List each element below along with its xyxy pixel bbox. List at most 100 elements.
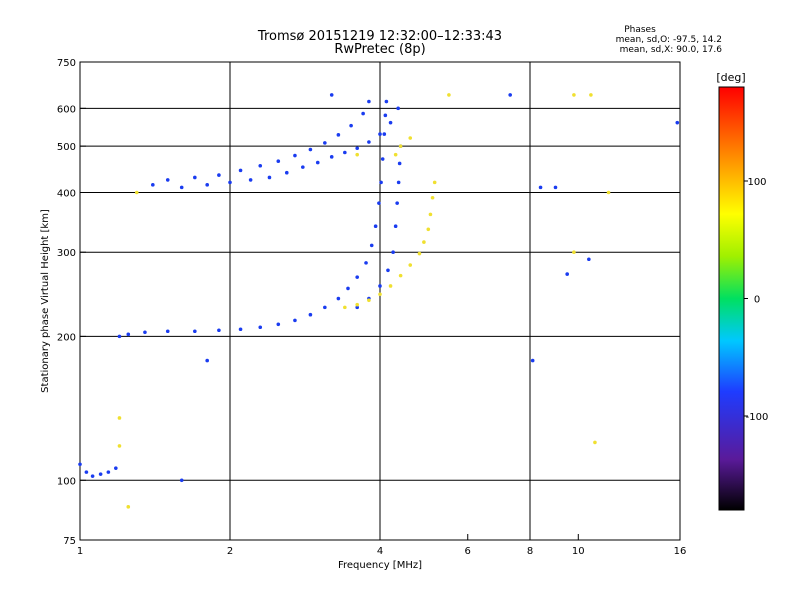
data-point-O: [143, 330, 147, 335]
data-point-X: [572, 250, 576, 255]
data-point-O: [346, 286, 350, 291]
data-point-X: [355, 152, 359, 157]
data-point-X: [408, 136, 413, 140]
data-point-O: [126, 332, 131, 337]
data-point-O: [675, 120, 680, 125]
x-tick-label: 2: [227, 546, 233, 557]
x-axis-ticks: 1 2 4 6 8 10 16: [77, 534, 687, 557]
data-point-O: [84, 470, 89, 474]
data-point-X: [117, 416, 122, 420]
colorbar-label: [deg]: [716, 71, 745, 84]
colorbar-tick-label: -100: [746, 412, 769, 423]
y-tick-label: 100: [57, 476, 76, 487]
data-point-O: [267, 175, 272, 180]
data-point-O: [179, 185, 184, 190]
data-point-O: [396, 106, 400, 111]
data-point-O: [369, 243, 374, 248]
y-axis-label: Stationary phase Virtual Height [km]: [40, 209, 51, 393]
data-point-O: [367, 140, 371, 144]
data-point-X: [343, 305, 347, 310]
data-point-O: [343, 150, 347, 155]
x-tick-label: 4: [377, 546, 383, 557]
data-points: [78, 93, 680, 509]
x-tick-label: 8: [527, 546, 533, 557]
data-point-O: [355, 146, 359, 151]
data-point-O: [301, 165, 305, 169]
x-tick-label: 6: [465, 546, 471, 557]
data-point-O: [205, 358, 209, 363]
y-axis-ticks: 75 100 200 300 400 500 600 750: [57, 58, 86, 547]
data-point-O: [117, 334, 122, 339]
data-point-O: [284, 170, 289, 175]
data-point-X: [126, 505, 131, 509]
data-point-X: [134, 190, 139, 195]
data-point-O: [293, 153, 297, 158]
data-point-X: [422, 240, 426, 244]
data-point-O: [258, 163, 263, 168]
data-point-O: [378, 132, 382, 136]
data-point-X: [428, 212, 433, 217]
data-point-O: [179, 478, 184, 483]
data-point-O: [276, 322, 281, 327]
chart-title: Tromsø 20151219 12:32:00–12:33:43: [257, 29, 502, 44]
data-point-O: [367, 99, 371, 104]
y-tick-label: 75: [63, 536, 76, 547]
data-point-O: [396, 180, 401, 185]
data-point-X: [117, 444, 122, 448]
data-point-O: [355, 305, 359, 310]
x-tick-label: 10: [572, 546, 585, 557]
data-point-O: [587, 257, 591, 262]
data-point-O: [165, 178, 170, 182]
data-point-O: [193, 329, 197, 334]
data-point-X: [430, 195, 435, 200]
data-point-O: [565, 272, 569, 276]
data-point-O: [397, 161, 402, 166]
data-point-O: [388, 120, 393, 125]
data-point-O: [530, 358, 535, 363]
data-point-O: [98, 472, 103, 476]
data-point-X: [393, 152, 398, 157]
data-point-O: [349, 123, 353, 128]
data-point-O: [90, 474, 95, 478]
x-tick-label: 1: [77, 546, 83, 557]
data-point-O: [377, 201, 381, 205]
stats-title: Phases: [624, 25, 656, 35]
data-point-O: [217, 328, 221, 333]
data-point-O: [323, 141, 327, 145]
data-point-O: [336, 133, 341, 137]
data-point-O: [258, 325, 263, 330]
data-point-O: [383, 113, 388, 118]
data-point-O: [308, 147, 313, 152]
data-point-X: [367, 298, 371, 303]
y-tick-label: 400: [57, 188, 76, 199]
data-point-O: [379, 180, 383, 185]
data-point-X: [593, 440, 597, 445]
data-point-X: [572, 93, 576, 97]
data-point-O: [391, 250, 395, 255]
data-point-O: [323, 305, 327, 310]
data-point-X: [432, 180, 437, 185]
data-point-O: [106, 470, 111, 474]
chart-subtitle: RwPretec (8p): [334, 42, 425, 57]
data-point-O: [508, 93, 512, 97]
data-point-O: [384, 99, 389, 104]
data-point-X: [398, 144, 403, 148]
data-point-O: [378, 284, 382, 288]
data-point-O: [238, 327, 243, 332]
data-point-O: [205, 183, 209, 187]
colorbar-tick-label: 100: [747, 177, 766, 188]
data-point-O: [248, 178, 253, 182]
data-point-O: [361, 111, 365, 116]
data-point-X: [426, 227, 431, 232]
data-point-O: [315, 160, 320, 165]
data-point-X: [606, 190, 611, 195]
y-tick-label: 500: [57, 142, 76, 153]
x-tick-label: 16: [674, 546, 687, 557]
x-axis-label: Frequency [MHz]: [338, 560, 422, 571]
y-tick-label: 600: [57, 104, 76, 115]
data-point-X: [408, 263, 413, 267]
data-point-O: [553, 185, 558, 190]
data-point-O: [238, 168, 243, 173]
data-point-X: [417, 251, 422, 256]
